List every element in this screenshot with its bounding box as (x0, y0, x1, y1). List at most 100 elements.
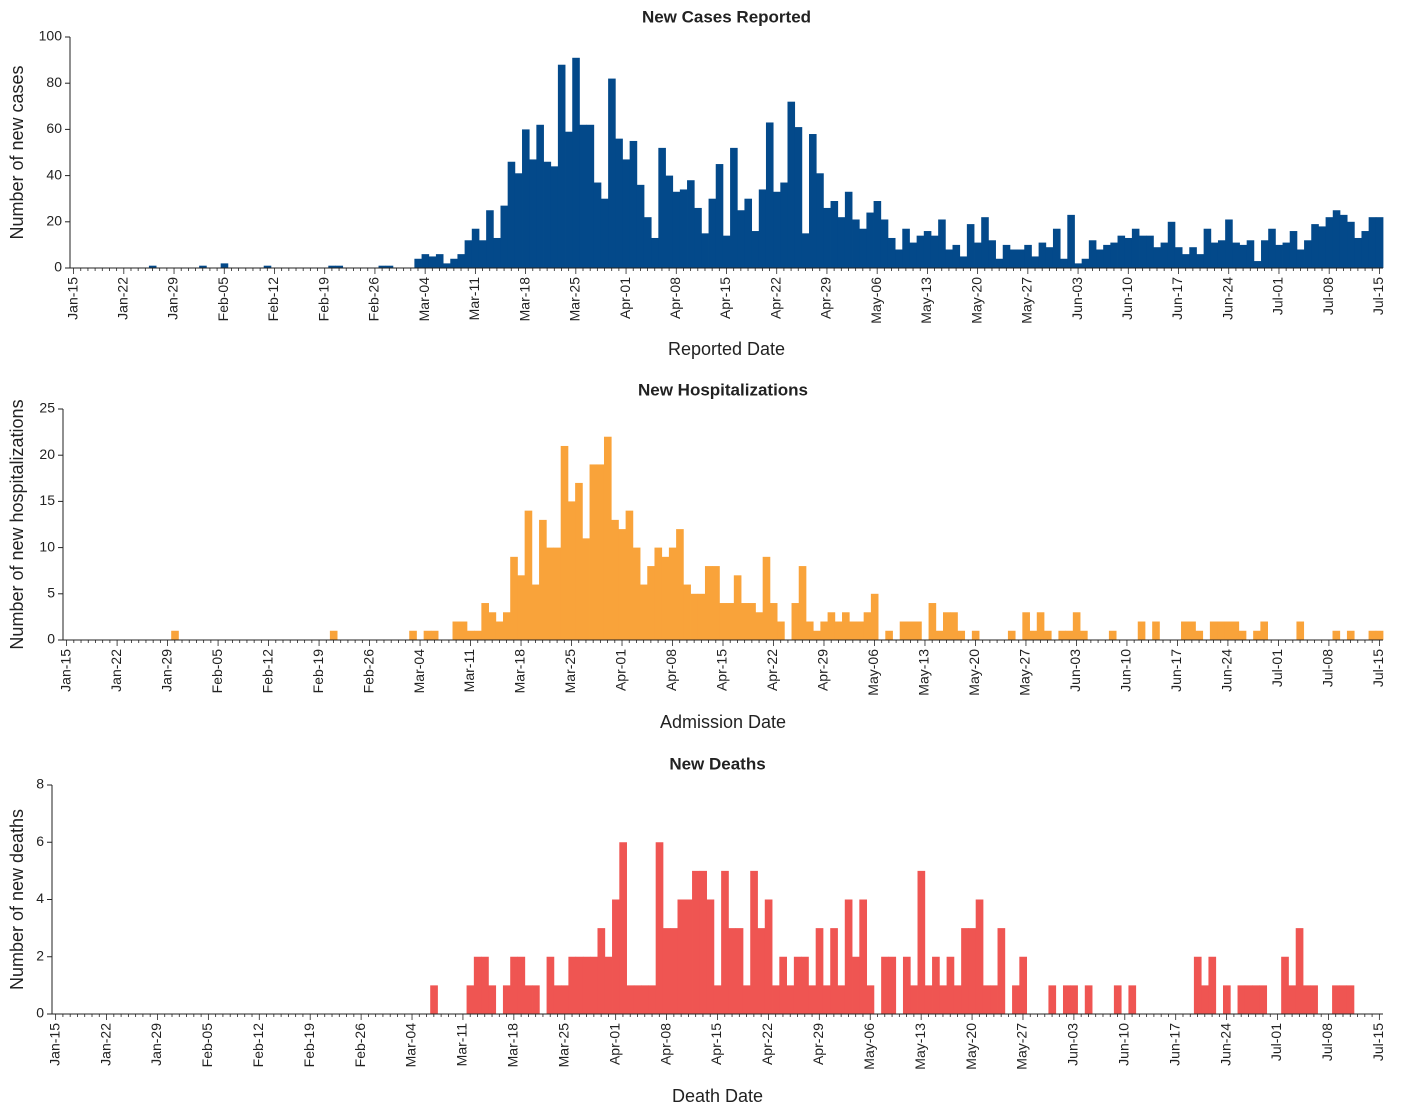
bar (953, 985, 962, 1014)
bar (1302, 985, 1311, 1014)
bar (1231, 621, 1240, 640)
bar (699, 870, 707, 1014)
bar (952, 244, 961, 268)
y-axis-title: Number of new deaths (7, 809, 27, 990)
bar (887, 237, 896, 268)
bar (701, 233, 709, 268)
bar (1238, 630, 1247, 640)
x-tick-label: May-20 (963, 1023, 979, 1070)
y-tick-label: 4 (36, 890, 44, 906)
bar (924, 985, 933, 1014)
bar (914, 621, 922, 640)
bar (590, 956, 598, 1014)
x-tick-label: Jul-01 (1270, 277, 1286, 315)
bar (1275, 244, 1283, 268)
bar (769, 603, 778, 640)
bar (1058, 630, 1067, 640)
bar (1209, 621, 1218, 640)
bar (1117, 235, 1126, 268)
x-tick-label: Mar-25 (555, 1023, 571, 1068)
y-tick-label: 40 (46, 166, 62, 182)
bar (464, 240, 473, 268)
bar (966, 224, 975, 268)
x-tick-label: Jun-24 (1217, 1023, 1233, 1066)
bar (906, 621, 915, 640)
bar (820, 621, 828, 640)
bar (692, 870, 700, 1014)
bar (779, 956, 787, 1014)
bar (712, 566, 720, 640)
x-tick-label: May-27 (1019, 277, 1035, 324)
bar (481, 956, 489, 1014)
bar (827, 612, 836, 640)
x-tick-label: Mar-18 (512, 649, 528, 694)
bar (1339, 985, 1348, 1014)
x-tick-label: May-20 (966, 649, 982, 696)
bar (488, 985, 497, 1014)
bar (1225, 219, 1233, 268)
bar (1024, 244, 1032, 268)
bar (171, 630, 179, 640)
bar (852, 219, 860, 268)
bar (859, 899, 868, 1014)
bar (1332, 630, 1341, 640)
y-axis-title: Number of new hospitalizations (7, 399, 27, 649)
bar (600, 198, 609, 268)
bar (524, 985, 533, 1014)
bar (1153, 247, 1161, 268)
bar (1325, 217, 1334, 268)
bar (856, 621, 865, 640)
bar (636, 184, 645, 268)
bar (849, 621, 857, 640)
bar (618, 529, 627, 640)
bar (794, 127, 803, 268)
x-tick-label: Mar-18 (516, 277, 532, 322)
x-tick-label: Jun-03 (1067, 649, 1083, 692)
bar (1217, 240, 1226, 268)
bar (1031, 256, 1040, 268)
bar (557, 64, 566, 268)
x-tick-label: Jul-01 (1269, 649, 1285, 687)
bar (777, 621, 785, 640)
chart-title: New Deaths (669, 754, 765, 773)
bar (895, 249, 903, 268)
bar (586, 124, 595, 268)
bar (473, 956, 482, 1014)
bar (486, 210, 494, 268)
bar (1146, 235, 1154, 268)
x-tick-label: Jul-15 (1370, 649, 1386, 687)
bar (935, 630, 944, 640)
x-tick-label: Mar-04 (416, 277, 432, 322)
x-tick-label: Feb-26 (366, 277, 382, 322)
bar (543, 161, 552, 268)
bar (1002, 244, 1011, 268)
x-tick-label: Apr-15 (717, 277, 733, 319)
bar (220, 263, 229, 268)
x-tick-label: Jul-01 (1268, 1023, 1284, 1061)
bar (885, 630, 893, 640)
bar (945, 249, 953, 268)
bar (859, 228, 867, 268)
bar (632, 547, 641, 640)
bar (813, 630, 821, 640)
bar (655, 842, 664, 1014)
x-tick-label: Apr-01 (606, 1023, 622, 1065)
bar (615, 138, 623, 268)
x-tick-label: Jun-24 (1219, 277, 1235, 320)
bar (801, 233, 810, 268)
bar (968, 928, 977, 1014)
bar (385, 265, 394, 268)
bar (1222, 985, 1231, 1014)
bar (661, 556, 670, 640)
y-tick-label: 0 (36, 1005, 44, 1021)
x-tick-label: Jul-15 (1370, 277, 1386, 315)
bar (1029, 630, 1038, 640)
x-tick-label: May-27 (1017, 649, 1033, 696)
y-tick-label: 5 (47, 585, 55, 601)
y-tick-label: 0 (54, 259, 62, 275)
bar (946, 956, 955, 1014)
bar (870, 593, 879, 640)
bar (443, 263, 451, 268)
x-tick-label: Mar-18 (505, 1023, 521, 1068)
bar (1252, 985, 1260, 1014)
